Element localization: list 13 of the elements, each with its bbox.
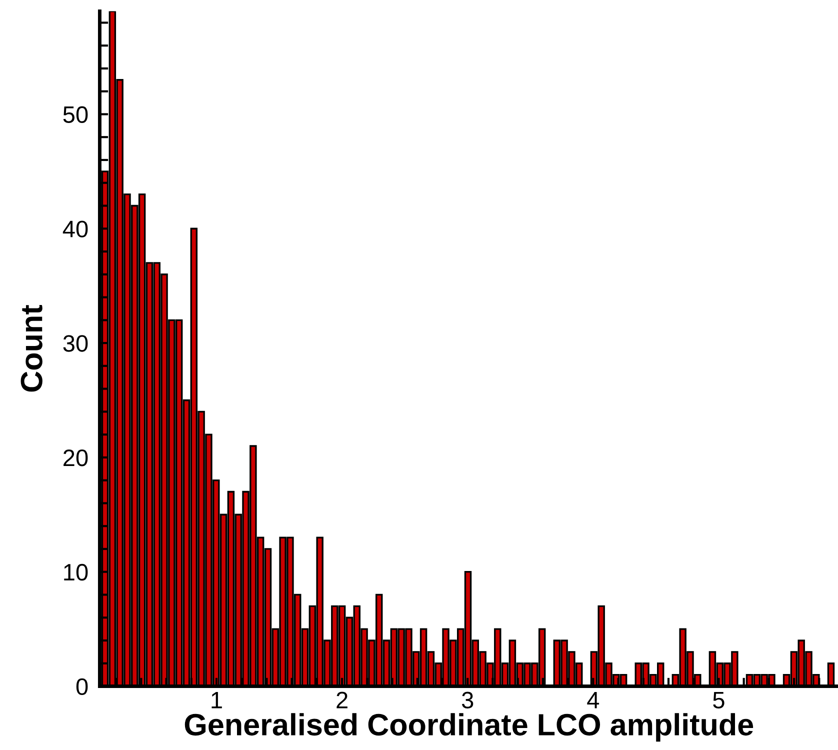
y-tick-label: 40 <box>62 220 88 238</box>
x-tick-label: 4 <box>587 692 600 708</box>
x-tick-label: 3 <box>462 692 474 708</box>
x-tick-label: 5 <box>713 692 724 708</box>
y-axis-title: Count <box>20 305 42 392</box>
x-tick-label: 2 <box>336 692 348 708</box>
y-tick-label: 50 <box>63 106 88 124</box>
x-tick-label: 1 <box>212 692 222 708</box>
x-axis-title: Generalised Coordinate LCO amplitude <box>184 713 754 742</box>
y-tick-label: 30 <box>63 335 88 352</box>
y-tick-label: 20 <box>64 450 88 466</box>
y-tick-label: 0 <box>76 678 88 696</box>
y-tick-label: 10 <box>64 564 88 581</box>
